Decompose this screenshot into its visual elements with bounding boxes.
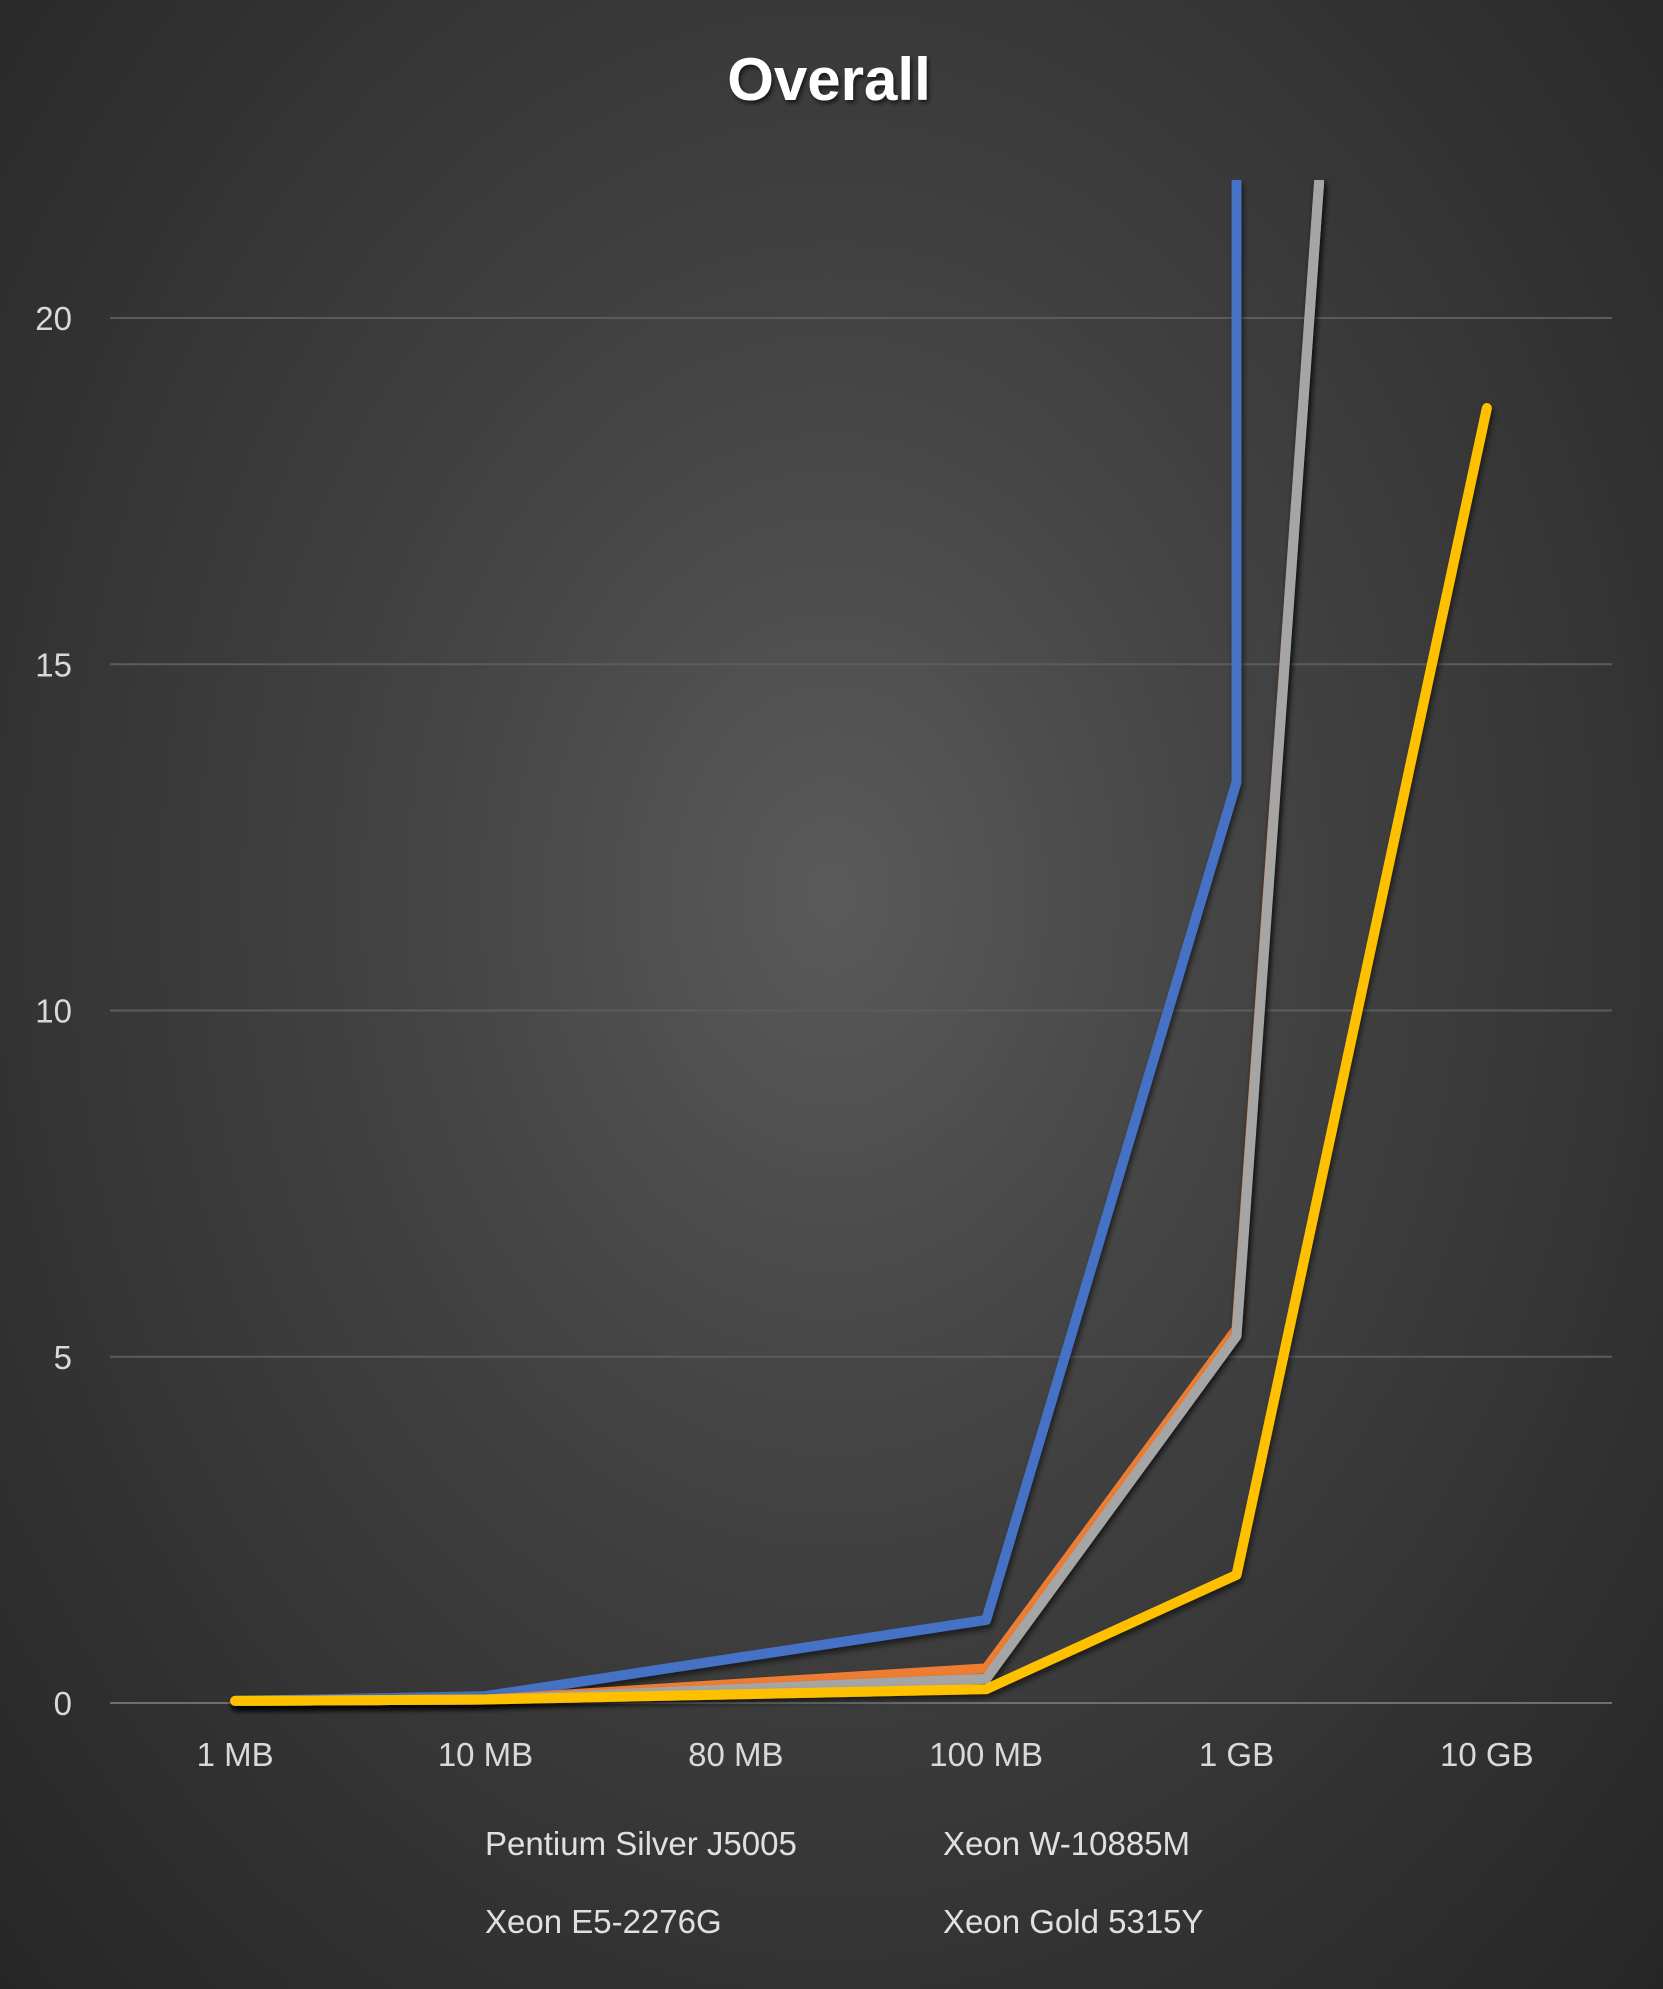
legend-label-pentium-silver-j5005: Pentium Silver J5005 (485, 1825, 797, 1862)
series-line-pentium-silver-j5005 (230, 180, 1242, 1706)
y-tick-label-0: 0 (54, 1685, 72, 1722)
legend-label-xeon-e5-2276g: Xeon E5-2276G (485, 1903, 722, 1940)
x-tick-label: 80 MB (688, 1736, 783, 1773)
legend-label-xeon-gold-5315y: Xeon Gold 5315Y (943, 1903, 1204, 1940)
x-axis-ticks: 1 MB 10 MB 80 MB 100 MB 1 GB 10 GB (197, 1736, 1534, 1773)
chart-title: Overall (727, 46, 930, 113)
x-tick-label: 10 GB (1440, 1736, 1534, 1773)
x-tick-label: 1 GB (1199, 1736, 1274, 1773)
x-tick-label: 100 MB (929, 1736, 1043, 1773)
legend-label-xeon-w-10885m: Xeon W-10885M (943, 1825, 1190, 1862)
y-tick-label-20: 20 (35, 300, 72, 337)
gridlines (110, 317, 1612, 1704)
y-tick-label-5: 5 (54, 1339, 72, 1376)
x-tick-label: 10 MB (438, 1736, 533, 1773)
y-axis-ticks: 0 5 10 15 20 (35, 300, 72, 1722)
series-line-xeon-gold-5315y (230, 403, 1492, 1706)
series-line-xeon-e5-2276g (230, 180, 1325, 1706)
y-tick-label-15: 15 (35, 646, 72, 683)
x-tick-label: 1 MB (197, 1736, 274, 1773)
y-tick-label-10: 10 (35, 993, 72, 1030)
series-line-xeon-w-10885m (230, 180, 1325, 1706)
legend: Pentium Silver J5005 Xeon W-10885M Xeon E5… (380, 1825, 1204, 1940)
series-lines (230, 180, 1492, 1706)
